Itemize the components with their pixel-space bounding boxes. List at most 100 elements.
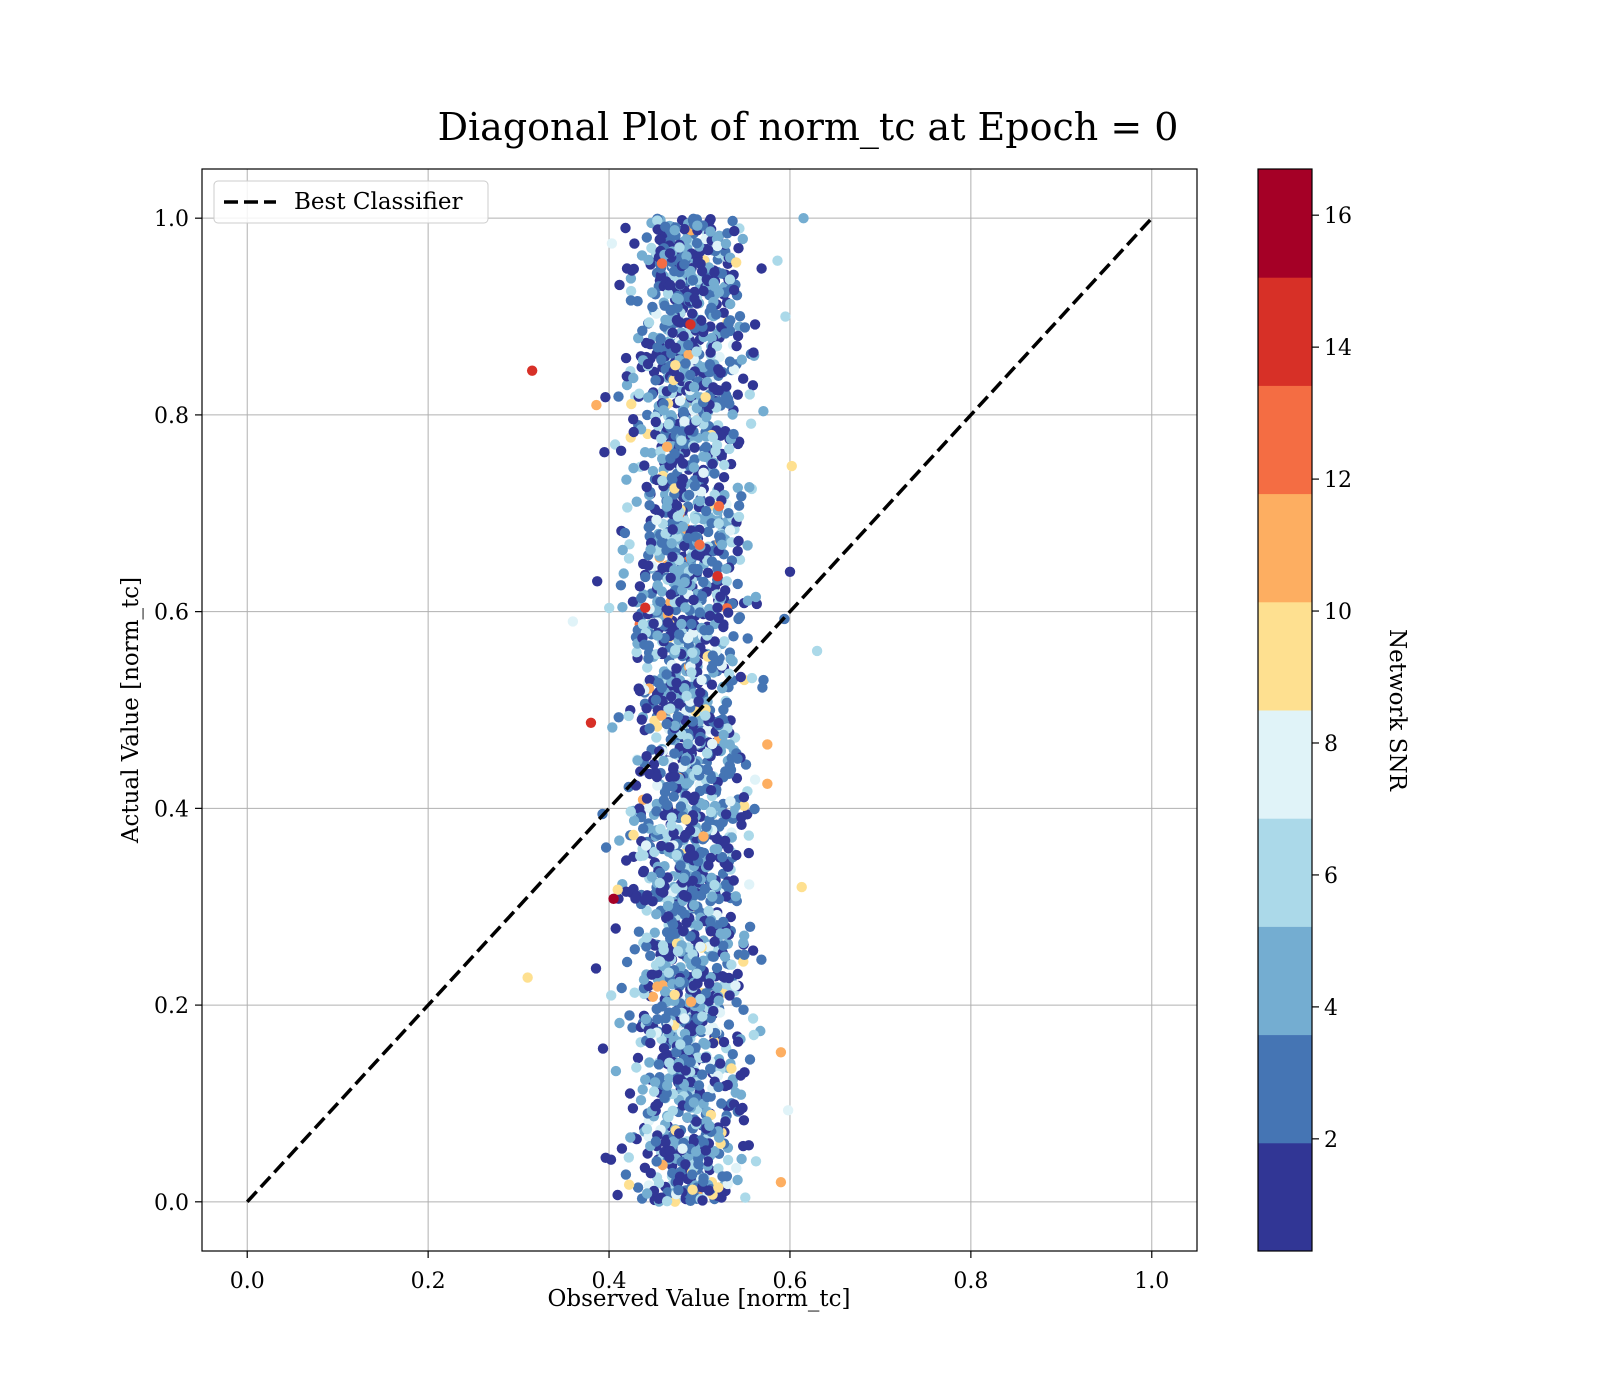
scatter-point — [733, 243, 744, 254]
scatter-point — [668, 1136, 679, 1147]
scatter-point — [688, 899, 700, 911]
scatter-point — [653, 1059, 665, 1070]
scatter-point — [700, 505, 712, 517]
scatter-point — [600, 842, 612, 853]
scatter-point — [728, 284, 740, 296]
scatter-point — [678, 889, 689, 901]
x-tick-label: 0.4 — [592, 1269, 627, 1294]
scatter-point — [625, 273, 637, 284]
scatter-point — [689, 442, 700, 453]
scatter-point — [648, 618, 659, 629]
scatter-point — [658, 1043, 670, 1054]
scatter-point — [652, 981, 663, 992]
scatter-point — [731, 773, 743, 784]
scatter-point — [717, 851, 728, 863]
scatter-point — [749, 803, 760, 815]
scatter-point — [738, 1004, 749, 1015]
scatter-point — [649, 927, 660, 938]
scatter-point — [670, 342, 681, 354]
scatter-point — [721, 576, 732, 587]
scatter-point — [628, 462, 639, 474]
scatter-point — [681, 917, 692, 928]
scatter-point — [756, 954, 767, 965]
x-tick-label: 0.2 — [411, 1269, 446, 1294]
scatter-point — [638, 974, 650, 985]
scatter-point — [698, 576, 709, 588]
scatter-point — [636, 714, 647, 725]
scatter-point — [686, 618, 697, 630]
scatter-point — [775, 1176, 787, 1188]
scatter-point — [658, 405, 669, 416]
scatter-point — [668, 791, 679, 802]
scatter-point — [673, 1062, 684, 1073]
scatter-point — [719, 929, 730, 940]
scatter-point — [700, 441, 712, 453]
scatter-point — [708, 277, 719, 289]
scatter-point — [719, 459, 730, 471]
scatter-point — [650, 1101, 661, 1112]
scatter-point — [711, 962, 723, 974]
scatter-point — [704, 359, 716, 370]
scatter-point — [604, 602, 615, 614]
scatter-point — [743, 847, 754, 859]
scatter-point — [720, 1116, 731, 1127]
scatter-point — [691, 968, 703, 979]
scatter-point — [664, 248, 676, 259]
scatter-point — [654, 956, 666, 967]
scatter-point — [687, 275, 699, 286]
scatter-point — [732, 389, 743, 400]
scatter-point — [732, 578, 743, 590]
scatter-point — [682, 778, 693, 789]
scatter-point — [661, 441, 673, 452]
scatter-point — [715, 1058, 726, 1069]
scatter-point — [657, 453, 668, 464]
scatter-point — [676, 479, 687, 490]
scatter-point — [647, 287, 658, 298]
scatter-point — [669, 771, 680, 782]
scatter-point — [667, 781, 678, 792]
scatter-point — [713, 717, 724, 729]
scatter-point — [652, 342, 663, 353]
scatter-point — [634, 388, 645, 399]
scatter-point — [661, 1088, 672, 1099]
scatter-point — [634, 803, 645, 814]
scatter-point — [688, 563, 699, 574]
scatter-point — [666, 472, 677, 483]
y-tick-label: 0.4 — [154, 797, 189, 822]
scatter-point — [658, 755, 669, 767]
scatter-point — [663, 605, 674, 616]
scatter-point — [706, 773, 717, 784]
scatter-point — [651, 514, 662, 526]
scatter-point — [700, 1052, 712, 1063]
scatter-point — [624, 1010, 635, 1021]
scatter-point — [651, 909, 662, 920]
scatter-point — [643, 254, 654, 266]
scatter-point — [691, 415, 702, 426]
scatter-point — [692, 220, 703, 231]
scatter-point — [715, 591, 726, 602]
x-tick-label: 0.0 — [230, 1269, 265, 1294]
scatter-point — [745, 418, 757, 429]
scatter-point — [647, 991, 659, 1002]
colorbar-tick-label: 16 — [1324, 204, 1352, 229]
scatter-point — [732, 330, 744, 342]
scatter-point — [690, 513, 701, 525]
colorbar-tick-label: 12 — [1324, 468, 1352, 493]
scatter-point — [735, 671, 746, 683]
scatter-point — [721, 381, 732, 392]
x-tick-label: 0.6 — [772, 1269, 807, 1294]
scatter-point — [682, 633, 694, 644]
scatter-point — [762, 778, 773, 789]
scatter-point — [713, 364, 724, 375]
scatter-point — [737, 1102, 748, 1114]
scatter-point — [639, 895, 651, 906]
scatter-point — [688, 1097, 699, 1108]
scatter-point — [526, 365, 538, 376]
scatter-point — [703, 905, 714, 917]
scatter-point — [696, 315, 707, 326]
scatter-point — [651, 771, 663, 783]
scatter-point — [684, 425, 695, 436]
scatter-point — [629, 987, 640, 998]
y-tick-label: 0.0 — [154, 1191, 189, 1216]
scatter-point — [610, 923, 621, 934]
